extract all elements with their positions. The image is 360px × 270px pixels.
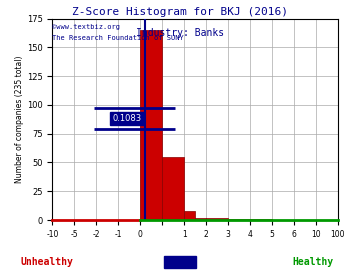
Text: ©www.textbiz.org: ©www.textbiz.org (52, 24, 120, 30)
Text: Healthy: Healthy (293, 257, 334, 267)
Text: The Research Foundation of SUNY: The Research Foundation of SUNY (52, 35, 184, 40)
Text: Score: Score (165, 257, 195, 267)
Text: Industry: Banks: Industry: Banks (136, 28, 224, 38)
Text: 0.1083: 0.1083 (112, 114, 141, 123)
Text: Z-Score Histogram for BKJ (2016): Z-Score Histogram for BKJ (2016) (72, 7, 288, 17)
Bar (184, 211, 195, 220)
Bar (206, 218, 228, 220)
Bar (162, 157, 184, 220)
Text: Unhealthy: Unhealthy (21, 257, 73, 267)
Bar (140, 30, 162, 220)
Bar (228, 219, 250, 220)
Bar (250, 219, 272, 220)
Bar (195, 218, 206, 220)
Y-axis label: Number of companies (235 total): Number of companies (235 total) (15, 56, 24, 183)
